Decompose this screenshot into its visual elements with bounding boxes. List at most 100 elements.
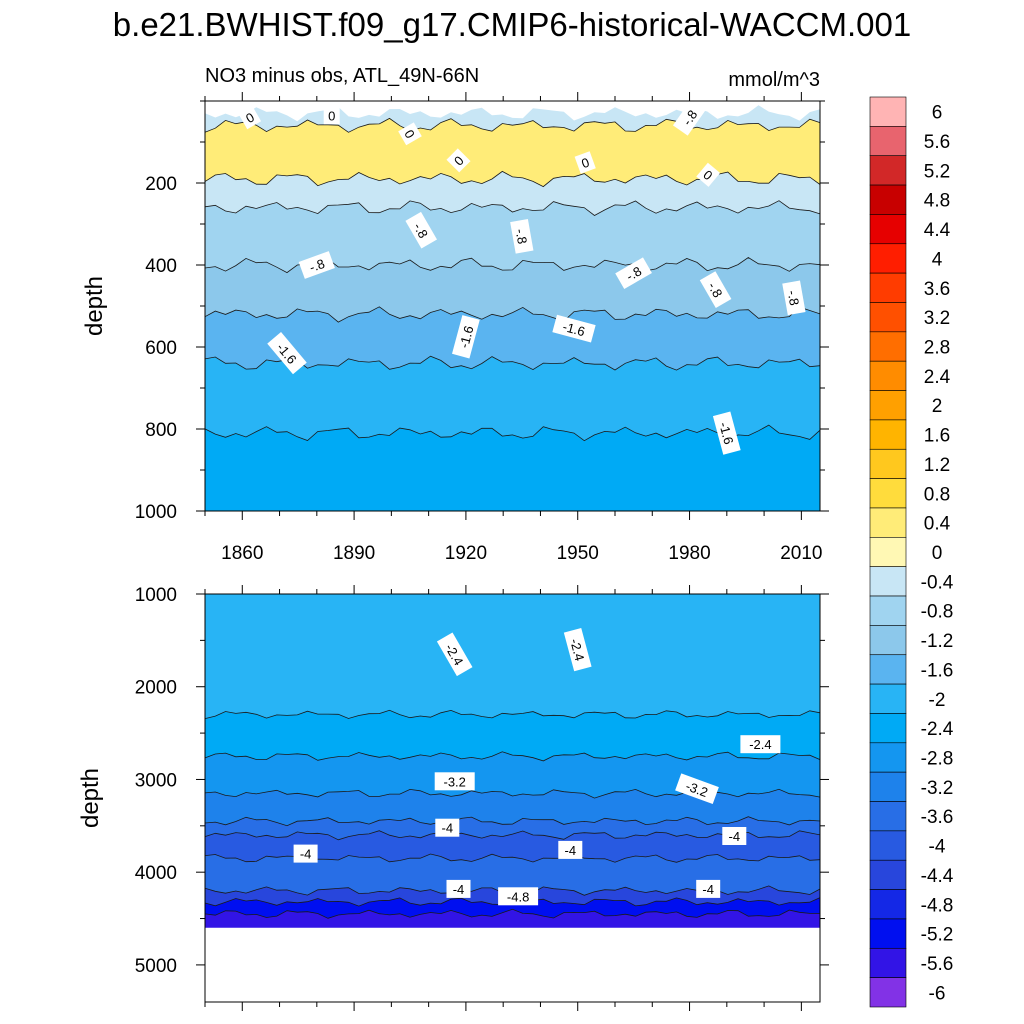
contour-label: -4.8 xyxy=(498,887,539,906)
colorbar-swatch xyxy=(869,126,907,157)
colorbar-swatch xyxy=(869,595,907,626)
contour-label-box xyxy=(615,257,652,289)
colorbar-swatch xyxy=(869,654,907,685)
contour-label: -.8 xyxy=(782,280,806,316)
colorbar-label: -2.8 xyxy=(921,748,954,769)
lower-y-axis-label: depth xyxy=(77,768,104,828)
contour-label: 0 xyxy=(446,148,471,173)
contour-label: 0 xyxy=(574,151,596,174)
contour-label-text: -.8 xyxy=(307,256,326,275)
x-tick-label: 1950 xyxy=(557,543,599,564)
contour-label-text: -3.2 xyxy=(443,774,465,789)
contour-label-box xyxy=(552,314,596,343)
contour-band xyxy=(205,789,820,826)
contour-label: -4 xyxy=(696,879,721,898)
colorbar-label: 3.2 xyxy=(924,308,950,329)
colorbar-swatch xyxy=(869,537,907,567)
contour-line xyxy=(204,306,821,323)
colorbar-label: 2.8 xyxy=(924,338,950,359)
contour-label-box xyxy=(446,879,471,898)
contour-band xyxy=(205,306,820,371)
contour-label-box xyxy=(436,632,473,677)
x-tick-label: 1860 xyxy=(221,543,263,564)
x-tick-label: 1890 xyxy=(333,543,375,564)
contour-label: -4 xyxy=(446,879,471,898)
colorbar-swatch xyxy=(869,155,907,186)
contour-line xyxy=(204,200,821,216)
contour-label-box xyxy=(446,148,471,173)
colorbar-label: 2 xyxy=(932,396,943,417)
contour-band xyxy=(205,594,820,719)
upper-panel: NO3 minus obs, ATL_49N-66N mmol/m^3 0 000… xyxy=(81,65,829,564)
contour-label-box xyxy=(574,151,596,174)
contour-label-text: -4 xyxy=(442,821,454,836)
colorbar-swatch xyxy=(869,507,907,538)
colorbar-label: 6 xyxy=(932,103,943,124)
colorbar-label: -2.4 xyxy=(921,719,954,740)
contour-band xyxy=(205,710,820,761)
contour-line xyxy=(204,355,821,371)
colorbar-label: -4.4 xyxy=(921,866,954,887)
contour-label: -3.2 xyxy=(434,772,475,791)
colorbar-swatch xyxy=(869,566,907,597)
contour-label-box xyxy=(672,99,707,136)
colorbar-swatch xyxy=(869,977,907,1008)
y-tick-label: 5000 xyxy=(135,956,177,977)
lower-y-axis: 1000 2000 3000 4000 5000 xyxy=(135,585,829,977)
colorbar-label: 5.2 xyxy=(924,161,950,182)
y-tick-label: 3000 xyxy=(135,770,177,791)
contour-label-text: -.8 xyxy=(410,220,431,241)
colorbar-swatch xyxy=(869,214,907,245)
contour-label-box xyxy=(238,105,262,130)
contour-label-text: -4 xyxy=(702,882,714,897)
contour-label: -1.6 xyxy=(452,315,480,359)
contour-line xyxy=(204,788,821,799)
y-tick-label: 1000 xyxy=(135,585,177,606)
colorbar-label: 4.4 xyxy=(924,220,951,241)
contour-label: 0 xyxy=(696,162,721,187)
contour-band xyxy=(205,171,820,216)
colorbar-label: -2 xyxy=(929,690,946,711)
contour-label: -.8 xyxy=(510,218,534,254)
upper-subtitle-left: NO3 minus obs, ATL_49N-66N xyxy=(205,65,479,87)
y-tick-label: 600 xyxy=(145,338,177,359)
upper-contour-bands xyxy=(205,105,820,511)
colorbar-swatch xyxy=(869,360,907,391)
y-tick-label: 1000 xyxy=(135,502,177,523)
contour-label: -2.4 xyxy=(740,735,781,754)
colorbar-label: 4.8 xyxy=(924,191,950,212)
contour-label-text: -2.4 xyxy=(749,737,771,752)
contour-label: -.8 xyxy=(298,251,335,279)
contour-line xyxy=(204,816,821,827)
contour-line xyxy=(204,117,821,133)
y-tick-label: 2000 xyxy=(135,678,177,699)
contour-label-box xyxy=(405,211,437,249)
contour-label-box xyxy=(675,773,719,804)
upper-y-axis-label: depth xyxy=(81,276,108,336)
contour-band xyxy=(205,257,820,323)
colorbar-label: -4.8 xyxy=(921,895,954,916)
contour-band xyxy=(205,356,820,441)
contour-label-box xyxy=(498,887,539,906)
colorbar-swatch xyxy=(869,683,907,714)
contour-line xyxy=(204,709,821,719)
colorbar-swatch xyxy=(869,625,907,656)
contour-label: 0 xyxy=(398,122,422,146)
contour-label: -.8 xyxy=(672,99,707,136)
contour-label-text: -4 xyxy=(729,829,741,844)
colorbar-swatch xyxy=(869,272,907,303)
colorbar-label: -0.8 xyxy=(921,602,954,623)
colorbar-swatch xyxy=(869,390,907,421)
upper-y-axis: 200 400 600 800 1000 xyxy=(135,100,829,523)
contour-label-text: -.8 xyxy=(679,107,700,128)
contour-line xyxy=(204,751,821,762)
colorbar-swatch xyxy=(869,830,907,861)
colorbar-label: 5.6 xyxy=(924,132,950,153)
figure-title: b.e21.BWHIST.f09_g17.CMIP6-historical-WA… xyxy=(113,6,911,43)
colorbar-swatch xyxy=(869,742,907,773)
contour-line xyxy=(204,908,820,919)
colorbar-label: 2.4 xyxy=(924,367,951,388)
contour-label: 0 xyxy=(238,105,262,130)
colorbar-swatch xyxy=(869,184,907,215)
